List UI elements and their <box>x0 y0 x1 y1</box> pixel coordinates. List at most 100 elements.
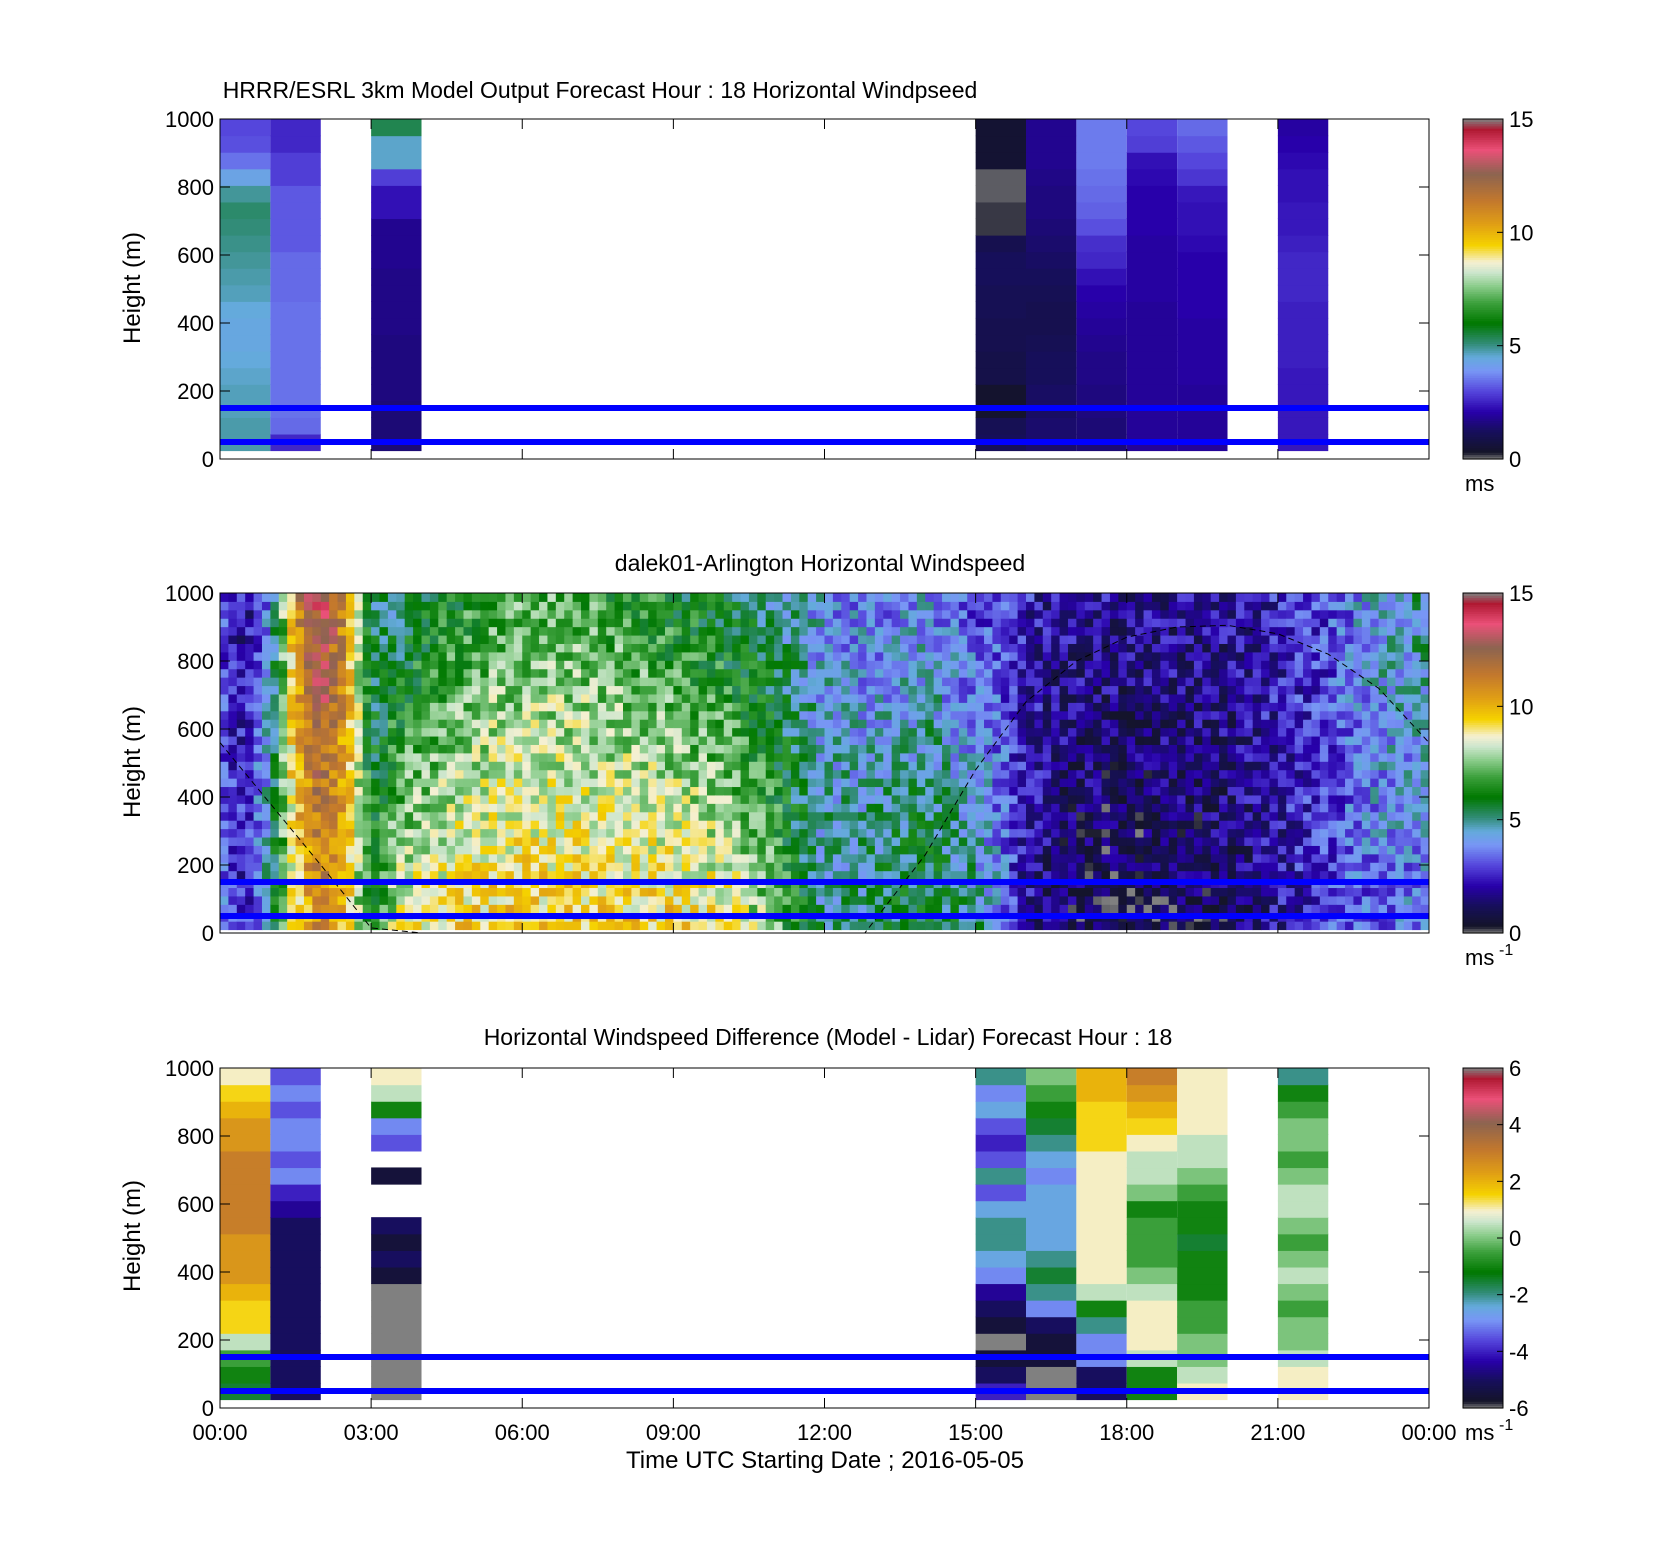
heatmap-cell <box>539 660 548 670</box>
heatmap-cell <box>1160 593 1170 602</box>
heatmap-cell <box>228 761 238 771</box>
heatmap-cell <box>547 778 557 788</box>
heatmap-cell <box>765 820 775 830</box>
heatmap-cell <box>471 668 481 678</box>
heatmap-cell <box>950 769 960 779</box>
heatmap-cell <box>1177 778 1187 788</box>
heatmap-cell <box>1026 904 1035 914</box>
heatmap-cell <box>1067 895 1077 905</box>
heatmap-cell <box>656 719 666 729</box>
heatmap-cell <box>1067 601 1077 611</box>
heatmap-cell <box>379 660 389 670</box>
heatmap-cell <box>270 719 280 729</box>
heatmap-cell <box>1051 887 1061 897</box>
heatmap-cell <box>379 921 389 931</box>
heatmap-cell <box>883 820 893 830</box>
heatmap-cell <box>396 778 406 788</box>
heatmap-cell <box>278 660 288 670</box>
heatmap-cell <box>715 752 725 762</box>
heatmap-cell <box>220 828 229 838</box>
heatmap-cell <box>589 811 599 821</box>
heatmap-cell <box>723 853 733 863</box>
heatmap-cell <box>387 685 397 695</box>
heatmap-cell <box>1168 820 1178 830</box>
heatmap-cell <box>656 828 666 838</box>
heatmap-cell <box>950 794 960 804</box>
heatmap-cell <box>522 887 532 897</box>
heatmap-cell <box>1177 904 1187 914</box>
heatmap-cell <box>774 593 784 602</box>
heatmap-cell <box>547 736 557 745</box>
heatmap-cell <box>723 786 733 796</box>
heatmap-cell <box>740 660 750 670</box>
heatmap-cell <box>681 651 691 661</box>
heatmap-cell <box>841 609 851 619</box>
heatmap-cell <box>1051 794 1061 804</box>
heatmap-cell <box>1101 677 1111 687</box>
heatmap-cell <box>1160 786 1170 796</box>
heatmap-cell <box>958 702 968 712</box>
heatmap-cell <box>387 895 397 905</box>
heatmap-cell <box>706 862 716 872</box>
heatmap-cell <box>488 668 498 678</box>
heatmap-cell <box>614 626 624 636</box>
heatmap-cell <box>748 778 758 788</box>
heatmap-cell <box>220 921 229 931</box>
colorbar-swatch <box>1463 323 1503 326</box>
heatmap-cell <box>1126 301 1178 319</box>
heatmap-cell <box>950 719 960 729</box>
heatmap-cell <box>245 837 255 846</box>
colorbar-swatch <box>1463 139 1503 143</box>
heatmap-cell <box>891 702 901 712</box>
heatmap-cell <box>589 895 599 905</box>
colorbar-swatch <box>1463 359 1503 363</box>
heatmap-cell <box>1034 811 1044 821</box>
heatmap-cell <box>1051 719 1061 729</box>
heatmap-cell <box>589 820 599 830</box>
heatmap-cell <box>958 719 968 729</box>
heatmap-cell <box>421 719 431 729</box>
heatmap-cell <box>261 660 271 670</box>
heatmap-cell <box>564 744 574 754</box>
heatmap-cell <box>270 921 280 931</box>
heatmap-cell <box>690 895 700 905</box>
heatmap-cell <box>1168 870 1178 880</box>
heatmap-cell <box>371 820 381 830</box>
heatmap-cell <box>916 837 926 846</box>
heatmap-cell <box>866 904 876 914</box>
heatmap-cell <box>480 837 490 846</box>
heatmap-cell <box>287 837 297 846</box>
heatmap-cell <box>723 794 733 804</box>
heatmap-cell <box>866 643 876 653</box>
heatmap-cell <box>1093 828 1103 838</box>
heatmap-cell <box>1101 803 1111 813</box>
heatmap-cell <box>488 828 498 838</box>
heatmap-cell <box>975 626 985 636</box>
heatmap-cell <box>900 651 909 661</box>
heatmap-cell <box>975 677 985 687</box>
heatmap-cell <box>497 601 506 611</box>
heatmap-cell <box>471 635 481 644</box>
heatmap-cell <box>698 601 708 611</box>
heatmap-cell <box>1059 761 1069 771</box>
heatmap-cell <box>413 609 422 619</box>
heatmap-cell <box>606 820 616 830</box>
heatmap-cell <box>261 727 271 737</box>
heatmap-cell <box>1101 870 1111 880</box>
heatmap-cell <box>1168 837 1178 846</box>
heatmap-cell <box>883 837 893 846</box>
heatmap-cell <box>413 811 422 821</box>
heatmap-cell <box>774 677 784 687</box>
heatmap-cell <box>992 769 1002 779</box>
heatmap-cell <box>673 778 683 788</box>
heatmap-cell <box>253 853 263 863</box>
heatmap-cell <box>690 668 700 678</box>
heatmap-cell <box>664 677 674 687</box>
heatmap-cell <box>337 710 347 720</box>
heatmap-cell <box>648 651 658 661</box>
heatmap-cell <box>261 752 271 762</box>
heatmap-cell <box>866 828 876 838</box>
heatmap-cell <box>958 794 968 804</box>
heatmap-cell <box>421 736 431 745</box>
heatmap-cell <box>396 685 406 695</box>
